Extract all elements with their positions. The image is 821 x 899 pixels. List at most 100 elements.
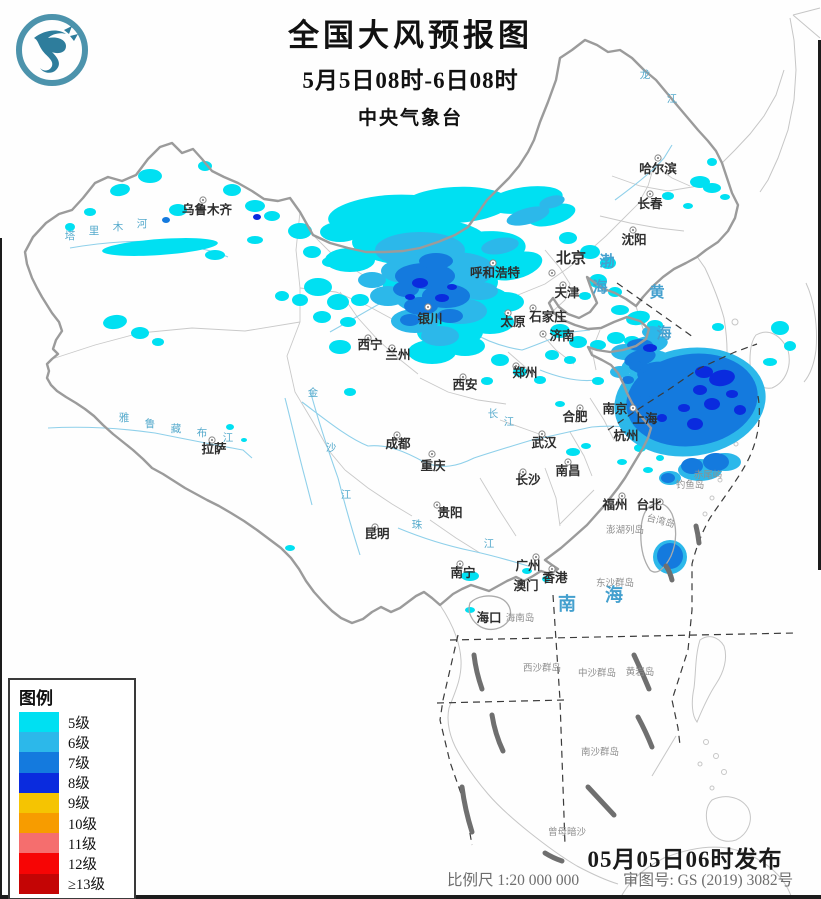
wind-area-lv8 xyxy=(657,414,667,422)
wind-area-lv8 xyxy=(695,366,713,378)
wind-area-lv7 xyxy=(648,423,676,441)
wind-area-lv5 xyxy=(400,186,510,224)
island-label: 黄岩岛 xyxy=(626,666,655,678)
city-label: 乌鲁木齐 xyxy=(182,202,233,217)
legend-item: 8级 xyxy=(10,772,134,793)
city-marker xyxy=(393,431,401,439)
wind-area-lv5 xyxy=(103,314,127,330)
foreign-coastlines xyxy=(439,7,821,899)
city-label: 长春 xyxy=(637,196,663,211)
wind-area-lv5 xyxy=(285,545,295,551)
legend-label: 8级 xyxy=(68,776,90,793)
wind-area-lv8 xyxy=(678,404,690,412)
wind-area-lv5 xyxy=(617,459,627,465)
wind-area-lv5 xyxy=(683,203,693,209)
river-label: 江 xyxy=(484,538,495,550)
wind-area-lv6 xyxy=(481,237,519,255)
wind-area-lv8 xyxy=(693,385,707,395)
wind-area-lv8 xyxy=(734,405,746,415)
wind-area-lv5 xyxy=(84,208,96,216)
city-label: 呼和浩特 xyxy=(470,265,521,280)
legend-items: 5级 6级 7级 8级 9级 10级 11级 12级 ≥13级 xyxy=(10,712,134,894)
legend-swatch-lv7 xyxy=(19,752,59,773)
dragon-icon xyxy=(16,14,88,86)
river-label: 金 xyxy=(308,386,319,399)
wind-area-lv8 xyxy=(435,294,449,302)
page-edge-left xyxy=(0,238,2,899)
wind-area-lv5 xyxy=(703,183,721,193)
wind-area-lv7 xyxy=(657,543,683,569)
cma-dragon-logo xyxy=(14,12,90,88)
city-label: 昆明 xyxy=(364,526,389,541)
wind-area-lv5 xyxy=(169,204,187,216)
river-label: 江 xyxy=(504,416,515,428)
wind-area-lv8 xyxy=(405,294,415,300)
river-label: 雅 xyxy=(119,411,130,424)
legend-label: 12级 xyxy=(68,856,97,873)
map-scale: 比例尺 1:20 000 000 xyxy=(447,872,580,889)
wind-area-lv8 xyxy=(412,278,428,288)
wind-area-lv5 xyxy=(542,576,550,582)
legend-item: 6级 xyxy=(10,732,134,753)
city-label: 台北 xyxy=(636,497,662,512)
wind-area-lv5 xyxy=(611,305,629,315)
wind-area-lv6 xyxy=(462,282,498,300)
wind-area-lv5 xyxy=(607,332,625,344)
wind-area-lv5 xyxy=(784,341,796,351)
wind-area-lv7 xyxy=(437,309,463,323)
wind-area-lv5 xyxy=(152,338,164,346)
wind-area-lv5 xyxy=(579,292,591,300)
wind-area-lv7 xyxy=(404,297,438,315)
legend-item: ≥13级 xyxy=(10,873,134,894)
city-marker xyxy=(371,523,379,531)
city-marker xyxy=(208,436,216,444)
nine-dash-line xyxy=(459,523,702,864)
wind-area-lv5 xyxy=(247,236,263,244)
legend-item: 9级 xyxy=(10,792,134,813)
map-meta-line: 比例尺 1:20 000 000 审图号: GS (2019) 3082号 xyxy=(0,868,821,890)
island-label: 海南岛 xyxy=(506,612,535,624)
city-marker xyxy=(388,344,396,352)
city-marker xyxy=(532,553,540,561)
legend-label: 10级 xyxy=(68,816,97,833)
wind-area-lv5 xyxy=(351,294,369,306)
wind-area-lv5 xyxy=(589,274,607,288)
legend-swatch-lv12 xyxy=(19,853,59,874)
wind-area-lv5 xyxy=(569,336,587,348)
city-label: 济南 xyxy=(549,328,575,343)
legend-swatch-lv10 xyxy=(19,812,59,834)
wind-area-lv8 xyxy=(726,390,738,398)
sea-label: 海 xyxy=(656,324,671,342)
map-approval-number: 审图号: GS (2019) 3082号 xyxy=(623,872,794,889)
city-label: 武汉 xyxy=(531,435,557,450)
city-marker xyxy=(529,304,537,312)
river-label: 珠 xyxy=(412,518,423,531)
island-label: 澎湖列岛 xyxy=(606,524,644,536)
river-label: 江 xyxy=(667,93,678,105)
wind-area-lv5 xyxy=(643,467,653,473)
city-label: 合肥 xyxy=(562,409,588,424)
wind-area-lv7 xyxy=(703,453,729,471)
legend-item: 7级 xyxy=(10,752,134,773)
legend-item: 5级 xyxy=(10,712,134,733)
city-marker xyxy=(548,565,556,573)
page-edge-bottom xyxy=(0,895,821,899)
wind-area-lv5 xyxy=(486,292,524,312)
wind-area-lv5 xyxy=(205,250,225,260)
legend-swatch-lv5 xyxy=(19,712,59,733)
city-marker xyxy=(424,303,432,311)
city-marker xyxy=(564,458,572,466)
wind-area-lv7 xyxy=(644,408,656,416)
legend-swatch-lv8 xyxy=(19,772,59,793)
city-label: 杭州 xyxy=(613,428,638,443)
wind-area-lv5 xyxy=(264,211,280,221)
wind-area-lv5 xyxy=(223,184,241,196)
wind-area-lv5 xyxy=(626,310,650,326)
wind-area-lv5 xyxy=(534,376,546,384)
city-marker xyxy=(629,226,637,234)
legend-title: 图例 xyxy=(19,689,53,708)
city-label: 长沙 xyxy=(515,472,541,487)
legend-swatch-lv6 xyxy=(19,732,59,753)
wind-area-lv5 xyxy=(226,424,234,430)
